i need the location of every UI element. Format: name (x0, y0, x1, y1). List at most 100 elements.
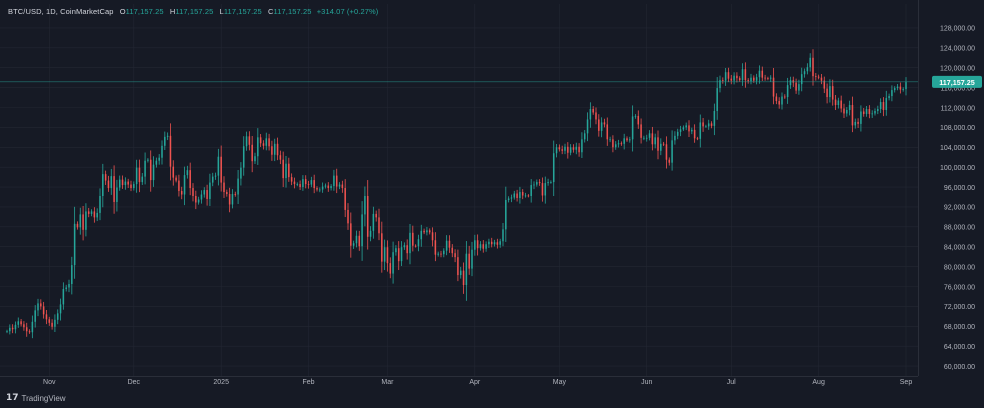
candle-body (738, 78, 741, 81)
candle (102, 163, 104, 208)
candle (220, 145, 222, 192)
last-price-label: 117,157.25 (939, 78, 975, 87)
close-value: 117,157.25 (273, 7, 312, 16)
candle (493, 239, 496, 247)
candle (378, 208, 380, 241)
candle-body (135, 167, 138, 185)
candle-body (815, 76, 817, 77)
candle (259, 134, 262, 147)
y-tick-label: 100,000.00 (940, 165, 975, 172)
candle (614, 141, 617, 150)
candle (820, 74, 823, 85)
candle-body (459, 270, 462, 276)
price-axis: 60,000.00 64,000.00 68,000.00 72,000.00 76,0… (918, 0, 984, 408)
last-price-line: 117,157.25 (0, 75, 982, 88)
candle-body (713, 110, 716, 126)
candle-body (541, 183, 544, 196)
candle (691, 127, 693, 135)
candle (217, 148, 220, 186)
candle-body (302, 179, 304, 188)
candle (896, 83, 899, 91)
candle-body (741, 69, 744, 81)
symbol-label[interactable]: BTC/USD, 1D, CoinMarketCap (8, 7, 114, 16)
candle-body (412, 232, 414, 246)
candle-body (386, 247, 389, 264)
candle-body (240, 167, 242, 179)
candle (609, 136, 611, 143)
candle-body (538, 182, 541, 184)
candle-body (321, 186, 324, 190)
candle (815, 72, 817, 81)
candle-body (85, 211, 87, 230)
candle-body (118, 179, 121, 188)
candle-body (299, 184, 301, 188)
candle (843, 103, 845, 119)
candle-body (561, 149, 563, 151)
candle-body (79, 214, 82, 228)
candle-body (437, 253, 439, 255)
candle (197, 196, 200, 205)
candle-body (688, 125, 690, 132)
candle-body (457, 257, 459, 276)
candle-body (710, 123, 713, 126)
candle (93, 207, 96, 223)
candle (789, 76, 792, 89)
candle (848, 100, 851, 116)
candle-body (96, 212, 98, 218)
candle (572, 144, 575, 153)
candle-body (338, 184, 341, 187)
candle-body (279, 155, 282, 160)
candle (335, 168, 338, 194)
candle (784, 94, 786, 99)
candle-body (705, 126, 707, 128)
candle (400, 241, 403, 267)
y-tick-label: 124,000.00 (940, 46, 975, 53)
candle-body (144, 160, 146, 177)
candle (135, 159, 138, 193)
candle (541, 177, 544, 202)
candle (420, 224, 423, 247)
candle (437, 251, 439, 257)
candle-body (488, 241, 490, 245)
candle (758, 65, 761, 84)
candle-body (383, 247, 386, 262)
candle (104, 170, 107, 185)
candle-body (76, 223, 79, 228)
candle (178, 174, 180, 197)
tradingview-logo[interactable]: 17 TradingView (6, 393, 66, 403)
candle (668, 157, 671, 166)
candle (175, 175, 177, 183)
candle-body (846, 109, 848, 114)
candle (809, 53, 811, 72)
candle (860, 105, 862, 132)
candle (434, 232, 437, 262)
candle-body (183, 175, 186, 195)
candle-body (612, 139, 614, 148)
candle-body (606, 124, 609, 140)
y-tick-label: 60,000.00 (944, 364, 975, 371)
candle-body (169, 135, 172, 167)
candle (155, 157, 158, 168)
candle-body (440, 253, 442, 255)
candle (62, 282, 65, 310)
candle-body (744, 69, 747, 81)
candle-body (516, 193, 518, 198)
candle (800, 67, 803, 92)
candle-body (874, 110, 876, 114)
candle (671, 130, 673, 171)
candle (37, 298, 39, 317)
candle-body (20, 321, 22, 325)
candle (648, 130, 651, 141)
candle-body (28, 331, 31, 333)
candle (180, 186, 183, 200)
candle-body (471, 249, 473, 269)
candle-body (364, 196, 366, 215)
candle-body (823, 80, 826, 89)
candle (31, 315, 34, 339)
candle-body (600, 122, 603, 131)
candle (28, 329, 31, 334)
candle (702, 117, 704, 132)
candle (640, 118, 642, 144)
